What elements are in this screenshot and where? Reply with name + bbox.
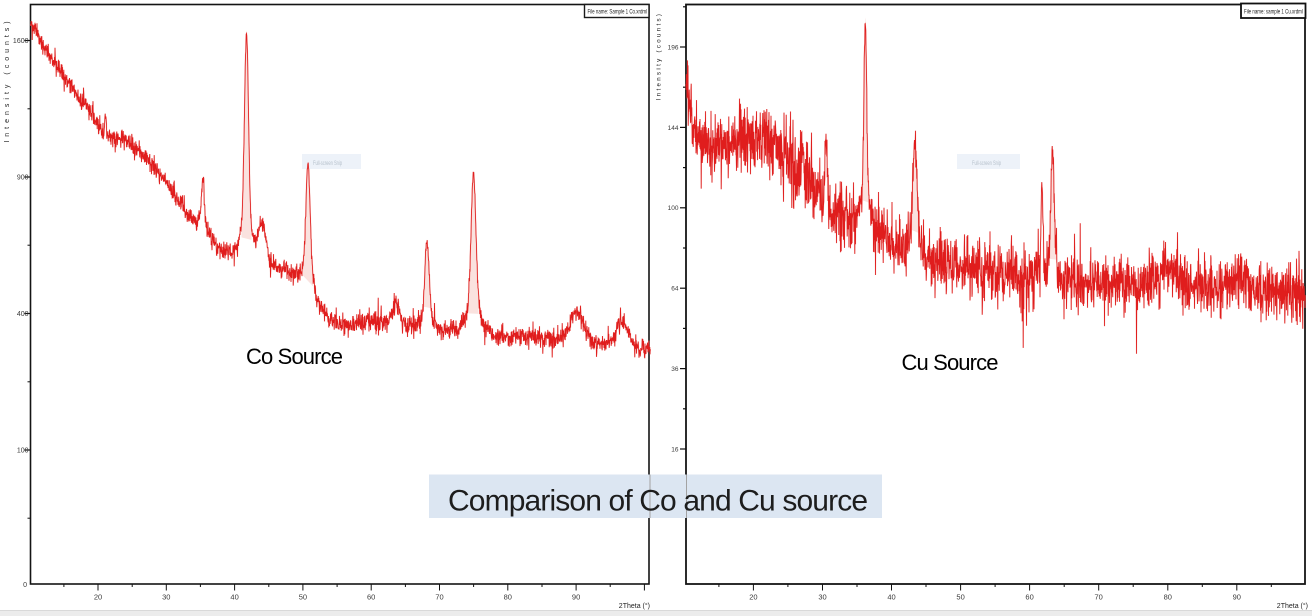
- svg-text:60: 60: [367, 593, 375, 602]
- svg-text:80: 80: [1164, 593, 1172, 602]
- svg-text:File name: sample 1 Cu.xrdml: File name: sample 1 Cu.xrdml: [1244, 9, 1303, 16]
- svg-text:50: 50: [956, 593, 964, 602]
- svg-text:0: 0: [23, 582, 27, 589]
- svg-text:100: 100: [668, 205, 679, 212]
- svg-text:90: 90: [1233, 593, 1241, 602]
- svg-text:Co Source: Co Source: [246, 344, 343, 369]
- svg-text:144: 144: [668, 125, 679, 132]
- svg-text:64: 64: [671, 286, 679, 293]
- svg-text:50: 50: [299, 593, 307, 602]
- svg-text:196: 196: [668, 44, 679, 51]
- svg-text:Comparison of Co and Cu source: Comparison of Co and Cu source: [448, 485, 868, 518]
- svg-text:20: 20: [94, 593, 102, 602]
- svg-text:20: 20: [749, 593, 757, 602]
- svg-text:70: 70: [435, 593, 443, 602]
- svg-text:400: 400: [17, 311, 29, 318]
- svg-text:900: 900: [17, 175, 29, 182]
- svg-text:30: 30: [162, 593, 170, 602]
- svg-text:Intensity (counts): Intensity (counts): [656, 12, 663, 101]
- svg-text:2Theta (°): 2Theta (°): [619, 602, 650, 610]
- svg-text:70: 70: [1095, 593, 1103, 602]
- svg-text:2Theta (°): 2Theta (°): [1277, 602, 1308, 610]
- svg-text:80: 80: [504, 593, 512, 602]
- svg-text:40: 40: [230, 593, 238, 602]
- svg-text:16: 16: [671, 446, 679, 453]
- svg-text:100: 100: [17, 448, 29, 455]
- svg-text:File name: Sample 1 Co.xrdml: File name: Sample 1 Co.xrdml: [588, 9, 648, 16]
- svg-text:Cu Source: Cu Source: [902, 350, 999, 375]
- svg-text:90: 90: [572, 593, 580, 602]
- svg-text:Full-screen Snip: Full-screen Snip: [972, 160, 1001, 167]
- svg-text:Full-screen Snip: Full-screen Snip: [313, 160, 342, 167]
- svg-text:36: 36: [671, 366, 679, 373]
- svg-text:30: 30: [818, 593, 826, 602]
- svg-text:Intensity (counts): Intensity (counts): [4, 17, 11, 142]
- svg-text:40: 40: [887, 593, 895, 602]
- svg-text:1600: 1600: [13, 38, 29, 45]
- svg-text:60: 60: [1025, 593, 1033, 602]
